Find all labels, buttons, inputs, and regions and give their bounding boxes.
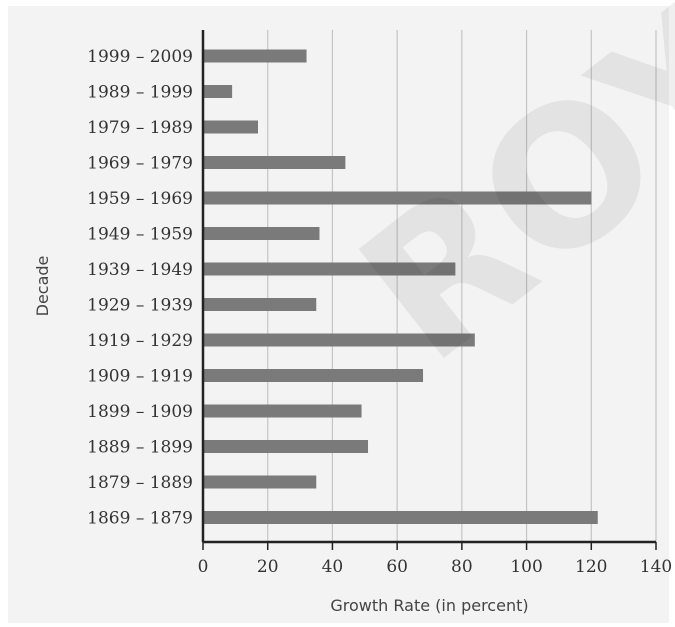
bar xyxy=(203,369,424,382)
category-label: 1949 – 1959 xyxy=(87,225,193,245)
category-label: 1869 – 1879 xyxy=(87,509,193,529)
bar xyxy=(203,262,456,276)
bar xyxy=(203,227,320,240)
bar xyxy=(203,120,259,134)
category-label: 1899 – 1909 xyxy=(87,402,193,422)
bar xyxy=(203,511,598,524)
x-tick-label: 120 xyxy=(575,557,607,577)
y-axis-title: Decade xyxy=(33,256,52,317)
category-label: 1879 – 1889 xyxy=(87,473,193,493)
x-ticks: 0 20 40 60 80 100 120 140 xyxy=(198,542,672,577)
x-tick-label: 20 xyxy=(257,557,279,577)
x-tick-label: 40 xyxy=(322,557,344,577)
category-label: 1939 – 1949 xyxy=(87,260,193,280)
x-tick-label: 0 xyxy=(198,557,209,577)
category-label: 1959 – 1969 xyxy=(87,189,193,209)
x-tick-label: 80 xyxy=(451,557,473,577)
x-tick-label: 140 xyxy=(640,557,672,577)
category-label: 1919 – 1929 xyxy=(87,331,193,351)
bar xyxy=(203,440,369,453)
gridlines xyxy=(267,30,657,542)
x-axis-title: Growth Rate (in percent) xyxy=(330,596,528,615)
category-label: 1969 – 1979 xyxy=(87,154,193,174)
bar xyxy=(203,85,233,98)
bar xyxy=(203,49,307,63)
bar xyxy=(203,156,346,169)
category-label: 1889 – 1899 xyxy=(87,438,193,458)
bars xyxy=(203,49,598,524)
x-tick-label: 100 xyxy=(510,557,542,577)
category-label: 1979 – 1989 xyxy=(87,118,193,138)
category-label: 1929 – 1939 xyxy=(87,296,193,316)
x-tick-label: 60 xyxy=(386,557,408,577)
bar xyxy=(203,298,317,311)
category-label: 1989 – 1999 xyxy=(87,83,193,103)
bar xyxy=(203,475,317,489)
bar xyxy=(203,191,592,205)
category-label: 1909 – 1919 xyxy=(87,367,193,387)
category-labels: 1999 – 2009 1989 – 1999 1979 – 1989 1969 – … xyxy=(87,47,193,529)
category-label: 1999 – 2009 xyxy=(87,47,193,67)
bar xyxy=(203,333,475,347)
bar xyxy=(203,404,362,418)
